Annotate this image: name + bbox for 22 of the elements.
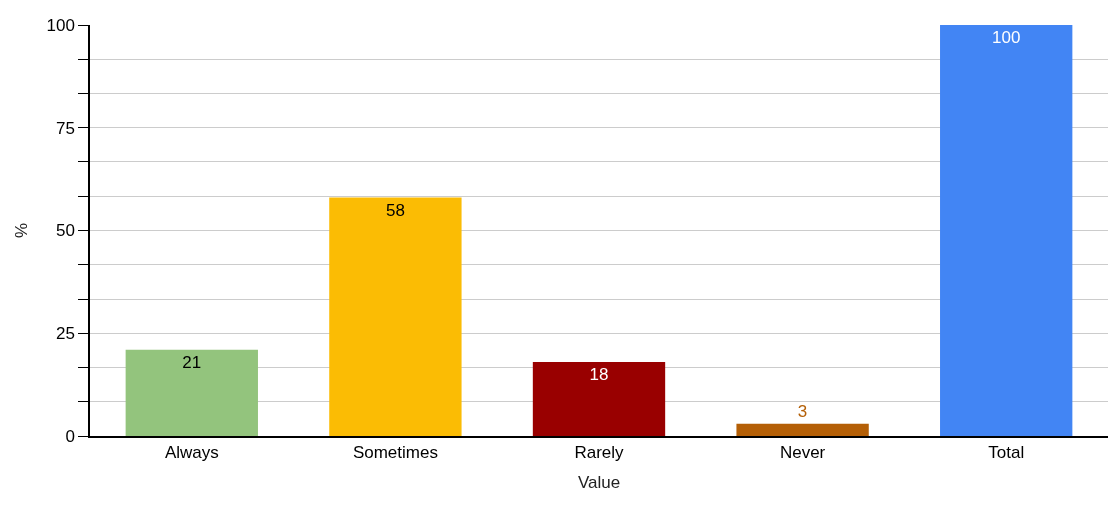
x-tick-label: Sometimes xyxy=(352,443,438,463)
y-tick-label: 75 xyxy=(55,118,75,138)
data-label: 3 xyxy=(797,401,808,421)
x-tick-label: Never xyxy=(779,443,826,463)
x-tick-label: Total xyxy=(988,443,1025,463)
bar xyxy=(940,25,1073,436)
y-axis-title: % xyxy=(11,222,31,239)
bar xyxy=(329,197,462,436)
bar xyxy=(532,362,666,436)
y-tick-label: 100 xyxy=(46,15,75,35)
data-label: 21 xyxy=(182,352,202,372)
y-tick-label: 0 xyxy=(65,426,75,446)
x-tick-label: Always xyxy=(164,443,219,463)
x-axis-title: Value xyxy=(577,473,621,493)
x-tick-label: Rarely xyxy=(574,443,625,463)
data-label: 58 xyxy=(385,200,405,220)
bar xyxy=(125,349,258,436)
data-label: 18 xyxy=(589,365,609,385)
y-tick-label: 50 xyxy=(55,221,75,241)
y-tick-label: 25 xyxy=(55,324,75,344)
bar xyxy=(736,423,869,436)
data-label: 100 xyxy=(992,28,1021,47)
